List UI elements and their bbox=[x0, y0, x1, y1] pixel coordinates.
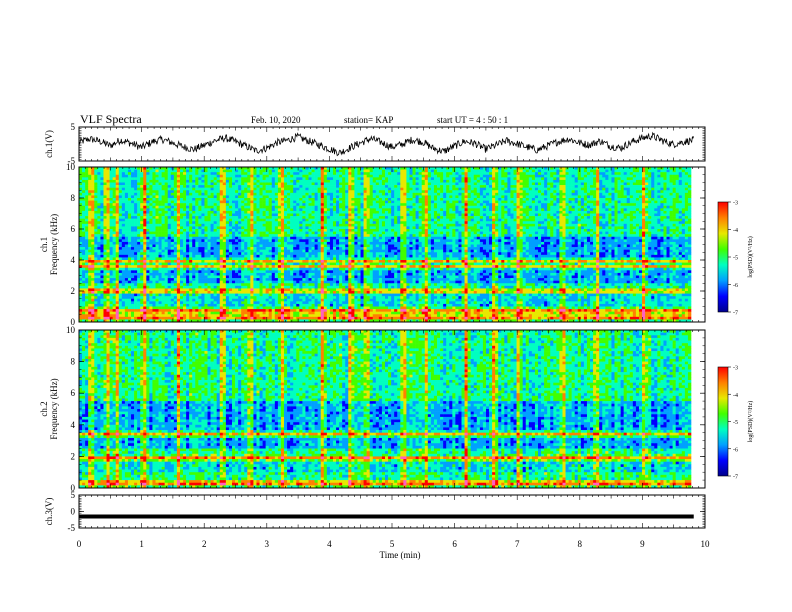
x-tick-label: 10 bbox=[701, 539, 711, 549]
x-tick-label: 3 bbox=[265, 539, 270, 549]
y-axis-label: ch.1Frequency (kHz) bbox=[39, 214, 59, 275]
ch1-spectrogram-panel: 0 2 4 6 8 10 ch.1Frequency (kHz) bbox=[39, 162, 706, 327]
y-tick-label: 2 bbox=[71, 286, 76, 296]
x-tick-label: 0 bbox=[77, 539, 82, 549]
colorbar-tick-label: -4 bbox=[733, 228, 738, 234]
colorbar-tick-label: -5 bbox=[733, 420, 738, 426]
figure-title: VLF Spectra bbox=[80, 112, 142, 126]
ch1-waveform-line bbox=[78, 131, 695, 157]
x-tick-label: 2 bbox=[202, 539, 207, 549]
x-tick-label: 8 bbox=[578, 539, 583, 549]
y-tick-label: 5 bbox=[71, 122, 76, 132]
colorbar-label: log(PSD)(V²/Hz) bbox=[747, 401, 754, 442]
colorbar-tick-label: -3 bbox=[733, 366, 738, 372]
y-tick-label: 8 bbox=[71, 357, 76, 367]
y-tick-label: -5 bbox=[68, 156, 76, 166]
y-tick-label: 0 bbox=[71, 483, 76, 493]
y-tick-label: 6 bbox=[71, 388, 76, 398]
colorbar-tick-label: -3 bbox=[733, 201, 738, 207]
station-label: station= KAP bbox=[344, 115, 393, 125]
start-time-label: start UT = 4 : 50 : 1 bbox=[437, 115, 508, 125]
colorbar-gradient bbox=[717, 201, 729, 313]
y-tick-label: 0 bbox=[71, 317, 76, 327]
y-tick-label: 4 bbox=[71, 255, 76, 265]
colorbar-gradient bbox=[717, 366, 729, 477]
y-tick-label: 10 bbox=[66, 325, 76, 335]
y-tick-label: 8 bbox=[71, 193, 76, 203]
y-tick-label: 0 bbox=[71, 507, 76, 517]
colorbar-tick-label: -6 bbox=[733, 283, 738, 289]
y-tick-label: 4 bbox=[71, 420, 76, 430]
date-label: Feb. 10, 2020 bbox=[251, 115, 301, 125]
x-tick-label: 9 bbox=[640, 539, 645, 549]
x-tick-label: 1 bbox=[139, 539, 144, 549]
y-tick-label: 10 bbox=[66, 162, 76, 172]
colorbar-tick-label: -6 bbox=[733, 447, 738, 453]
y-axis-label: ch.1(V) bbox=[44, 130, 54, 158]
spectrogram-cells bbox=[79, 330, 692, 489]
colorbar-tick-label: -4 bbox=[733, 393, 738, 399]
y-tick-label: 5 bbox=[71, 490, 76, 500]
spectrogram-cells bbox=[79, 167, 692, 323]
y-axis-label: ch.2Frequency (kHz) bbox=[39, 378, 59, 439]
y-tick-label: -5 bbox=[68, 523, 76, 533]
x-axis-label: Time (min) bbox=[380, 550, 421, 560]
x-tick-label: 5 bbox=[390, 539, 395, 549]
y-axis-label: ch.3(V) bbox=[44, 498, 54, 526]
ch1-colorbar: -3 -4 -5 -6 -7 log(PSD)(V²/Hz) bbox=[717, 201, 754, 317]
ch2-spectrogram-panel: 0 2 4 6 8 10 ch.2Frequency (kHz) bbox=[39, 325, 706, 493]
ch3-waveform-panel: 5 0 -5 ch.3(V) bbox=[44, 490, 706, 533]
colorbar-tick-label: -5 bbox=[733, 256, 738, 262]
colorbar-label: log(PSD)(V²/Hz) bbox=[747, 236, 754, 277]
colorbar-tick-label: -7 bbox=[733, 475, 738, 481]
y-tick-label: 6 bbox=[71, 224, 76, 234]
ch2-colorbar: -3 -4 -5 -6 -7 log(PSD)(V²/Hz) bbox=[717, 366, 754, 481]
x-tick-label: 7 bbox=[515, 539, 520, 549]
ch1-waveform-panel: 5 -5 ch.1(V) bbox=[44, 122, 706, 166]
y-tick-label: 2 bbox=[71, 451, 76, 461]
x-tick-label: 6 bbox=[452, 539, 457, 549]
time-axis: 0 1 2 3 4 5 6 7 8 9 10 bbox=[77, 539, 710, 549]
x-tick-label: 4 bbox=[327, 539, 332, 549]
colorbar-tick-label: -7 bbox=[733, 311, 738, 317]
